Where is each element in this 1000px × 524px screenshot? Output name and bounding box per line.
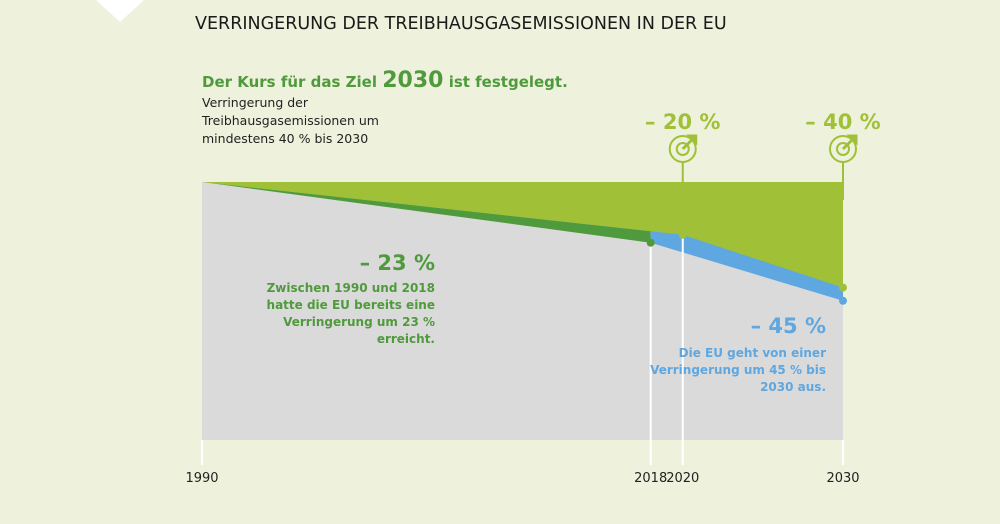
- actual-note-line: Zwischen 1990 und 2018: [267, 281, 435, 295]
- arrow-icon: [681, 134, 698, 151]
- arrow-icon: [841, 134, 858, 151]
- x-tick-label: 1990: [185, 471, 218, 486]
- corner-notch: [96, 0, 144, 22]
- actual-note-line: hatte die EU bereits eine: [267, 298, 435, 312]
- actual-2018-point: [646, 238, 655, 247]
- subtitle-line-2: Treibhausgasemissionen um: [201, 113, 379, 128]
- x-tick-label: 2018: [634, 471, 667, 486]
- target-2020-point: [678, 230, 687, 239]
- x-tick-label: 2020: [666, 471, 699, 486]
- target-icon: [829, 135, 857, 163]
- projection-label: – 45 %: [751, 314, 826, 338]
- projection-area: [650, 231, 843, 301]
- actual-note-line: Verringerung um 23 %: [283, 315, 435, 329]
- target-2030-point: [839, 283, 847, 292]
- actual-note-line: erreicht.: [377, 332, 435, 346]
- headline-pre: Der Kurs für das Ziel: [202, 73, 382, 91]
- projection-2030-point: [839, 296, 847, 305]
- actual-area: [202, 182, 651, 243]
- headline-post: ist festgelegt.: [443, 73, 567, 91]
- target-icon: [668, 135, 697, 163]
- target-icon-inner: [836, 142, 850, 156]
- x-tick-label: 2030: [826, 471, 859, 486]
- target-label-2020: – 20 %: [645, 110, 720, 134]
- target-label-2030: – 40 %: [805, 110, 880, 134]
- projection-note-line: 2030 aus.: [760, 380, 826, 394]
- actual-label: – 23 %: [360, 251, 435, 275]
- headline-year: 2030: [382, 68, 443, 93]
- headline: Der Kurs für das Ziel 2030 ist festgeleg…: [202, 68, 568, 93]
- subtitle-line-3: mindestens 40 % bis 2030: [202, 131, 368, 146]
- projection-note-line: Die EU geht von einer: [679, 346, 826, 360]
- target-area: [202, 182, 843, 288]
- projection-note-line: Verringerung um 45 % bis: [650, 363, 826, 377]
- target-icon-inner: [675, 142, 690, 156]
- chart-title: VERRINGERUNG DER TREIBHAUSGASEMISSIONEN …: [195, 14, 727, 34]
- subtitle-line-1: Verringerung der: [202, 95, 309, 110]
